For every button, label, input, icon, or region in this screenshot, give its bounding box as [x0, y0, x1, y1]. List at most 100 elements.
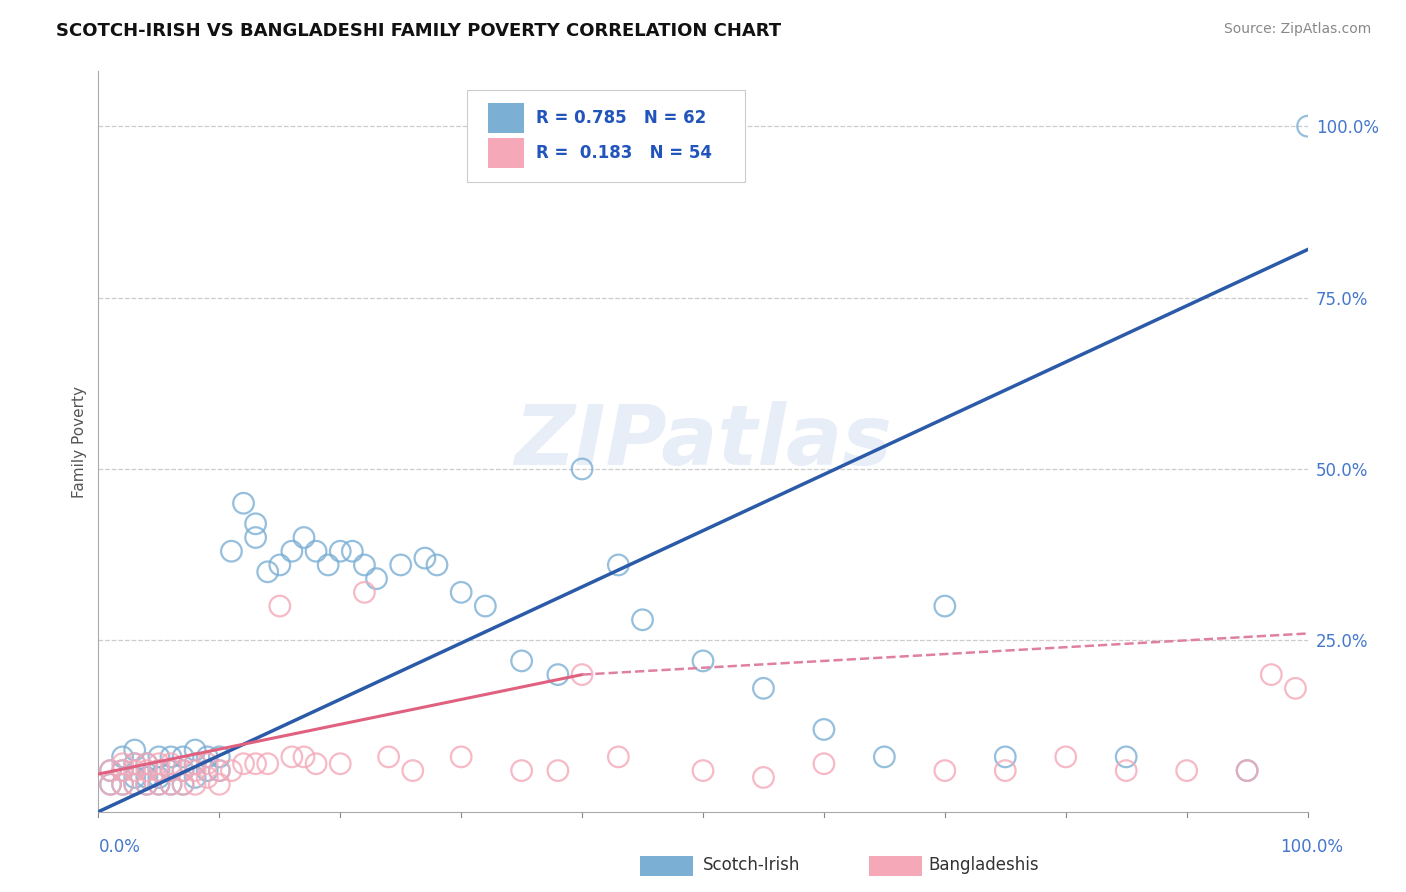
Point [269, 599, 291, 613]
Point [353, 558, 375, 572]
Point [232, 496, 254, 510]
Point [934, 764, 956, 778]
Point [124, 756, 146, 771]
Point [450, 750, 472, 764]
Point [184, 756, 207, 771]
Point [135, 777, 157, 791]
Point [148, 777, 170, 791]
Point [692, 654, 714, 668]
Point [160, 777, 183, 791]
Point [111, 756, 134, 771]
Point [366, 572, 388, 586]
Point [292, 750, 315, 764]
FancyBboxPatch shape [488, 103, 524, 133]
Text: R =  0.183   N = 54: R = 0.183 N = 54 [536, 144, 711, 161]
Point [172, 777, 194, 791]
Point [934, 599, 956, 613]
Point [208, 777, 231, 791]
Point [1175, 764, 1198, 778]
Point [100, 777, 122, 791]
Point [195, 764, 218, 778]
Point [208, 750, 231, 764]
Point [148, 764, 170, 778]
Point [148, 777, 170, 791]
Point [316, 558, 339, 572]
Point [631, 613, 654, 627]
Point [160, 764, 183, 778]
Point [195, 771, 218, 785]
Point [148, 764, 170, 778]
Point [245, 756, 267, 771]
Point [353, 585, 375, 599]
Text: Source: ZipAtlas.com: Source: ZipAtlas.com [1223, 22, 1371, 37]
Point [232, 756, 254, 771]
Point [172, 750, 194, 764]
Point [135, 756, 157, 771]
Point [160, 777, 183, 791]
Point [111, 764, 134, 778]
Point [135, 764, 157, 778]
Point [752, 681, 775, 696]
Point [1236, 764, 1258, 778]
Point [474, 599, 496, 613]
Point [111, 750, 134, 764]
Point [100, 764, 122, 778]
Point [195, 756, 218, 771]
Y-axis label: Family Poverty: Family Poverty [72, 385, 87, 498]
Point [135, 771, 157, 785]
Text: R = 0.785   N = 62: R = 0.785 N = 62 [536, 109, 706, 127]
Point [571, 462, 593, 476]
Point [692, 764, 714, 778]
Point [813, 756, 835, 771]
Text: SCOTCH-IRISH VS BANGLADESHI FAMILY POVERTY CORRELATION CHART: SCOTCH-IRISH VS BANGLADESHI FAMILY POVER… [56, 22, 782, 40]
Point [160, 750, 183, 764]
Point [148, 750, 170, 764]
Point [221, 764, 243, 778]
Point [413, 551, 436, 566]
Point [124, 771, 146, 785]
Point [607, 750, 630, 764]
Point [184, 777, 207, 791]
Point [172, 764, 194, 778]
Point [994, 750, 1017, 764]
Point [1296, 119, 1319, 133]
Point [1284, 681, 1306, 696]
Point [100, 764, 122, 778]
Point [208, 764, 231, 778]
Point [148, 771, 170, 785]
Point [184, 764, 207, 778]
Point [547, 667, 569, 681]
Point [510, 764, 533, 778]
Point [124, 756, 146, 771]
FancyBboxPatch shape [488, 138, 524, 168]
Point [172, 764, 194, 778]
Point [184, 743, 207, 757]
Point [208, 764, 231, 778]
Point [281, 750, 304, 764]
Point [571, 667, 593, 681]
Point [148, 756, 170, 771]
Point [256, 565, 278, 579]
Point [752, 771, 775, 785]
Point [1054, 750, 1077, 764]
Point [124, 764, 146, 778]
Text: 100.0%: 100.0% [1279, 838, 1343, 856]
Point [292, 531, 315, 545]
Point [329, 544, 352, 558]
Point [256, 756, 278, 771]
Point [1260, 667, 1282, 681]
Point [426, 558, 449, 572]
Point [377, 750, 399, 764]
Point [172, 777, 194, 791]
Point [305, 544, 328, 558]
Point [100, 777, 122, 791]
Point [111, 777, 134, 791]
Point [994, 764, 1017, 778]
Point [510, 654, 533, 668]
Point [450, 585, 472, 599]
Point [245, 516, 267, 531]
Point [329, 756, 352, 771]
Point [160, 756, 183, 771]
Text: 0.0%: 0.0% [98, 838, 141, 856]
Point [124, 777, 146, 791]
